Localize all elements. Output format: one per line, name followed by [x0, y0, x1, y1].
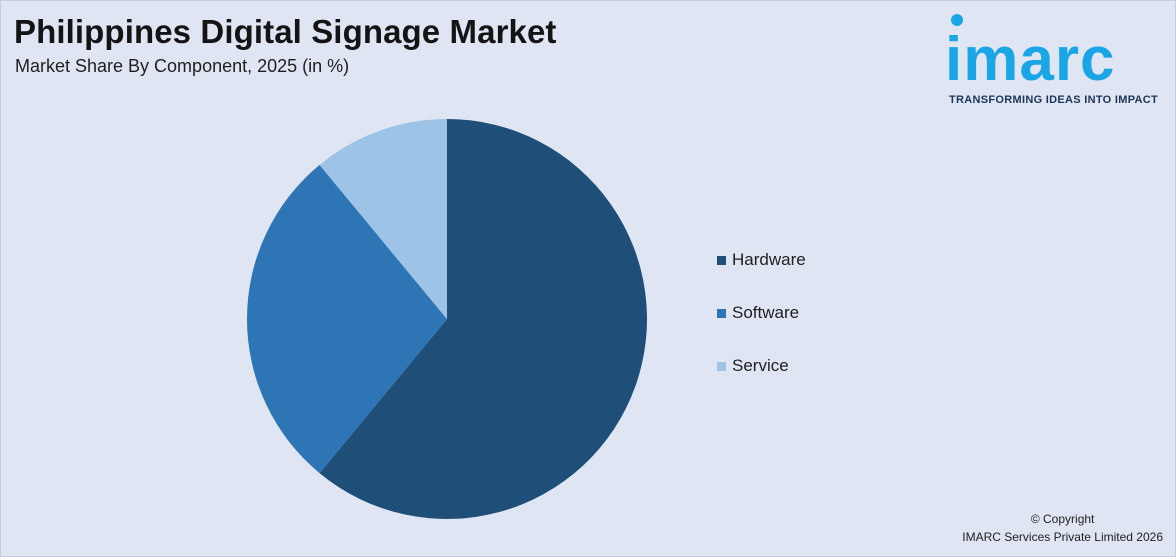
- legend-swatch-hardware: [717, 255, 726, 265]
- chart-legend: Hardware Software Service: [717, 248, 806, 407]
- legend-item-service: Service: [717, 354, 806, 378]
- copyright-text: © Copyright: [1030, 512, 1095, 526]
- imarc-logo: imarc TRANSFORMING IDEAS INTO IMPACT: [945, 11, 1173, 111]
- logo-wordmark: imarc: [945, 25, 1116, 94]
- pie-slice-service: [319, 119, 447, 319]
- legend-label-software: Software: [732, 303, 800, 322]
- pie-chart: [247, 119, 647, 519]
- chart-subtitle: Market Share By Component, 2025 (in %): [15, 56, 350, 76]
- logo-tagline: TRANSFORMING IDEAS INTO IMPACT: [949, 94, 1159, 106]
- company-text: IMARC Services Private Limited 2026: [962, 530, 1163, 544]
- legend-swatch-software: [717, 308, 726, 318]
- chart-title: Philippines Digital Signage Market: [14, 13, 557, 50]
- legend-swatch-service: [717, 361, 726, 371]
- footer: © Copyright IMARC Services Private Limit…: [962, 510, 1163, 546]
- pie-slice-software: [247, 164, 447, 474]
- logo-dot-icon: [951, 14, 963, 26]
- legend-item-hardware: Hardware: [717, 248, 806, 272]
- legend-label-service: Service: [732, 356, 789, 375]
- legend-item-software: Software: [717, 301, 806, 325]
- legend-label-hardware: Hardware: [732, 250, 806, 269]
- pie-slice-hardware: [319, 119, 647, 519]
